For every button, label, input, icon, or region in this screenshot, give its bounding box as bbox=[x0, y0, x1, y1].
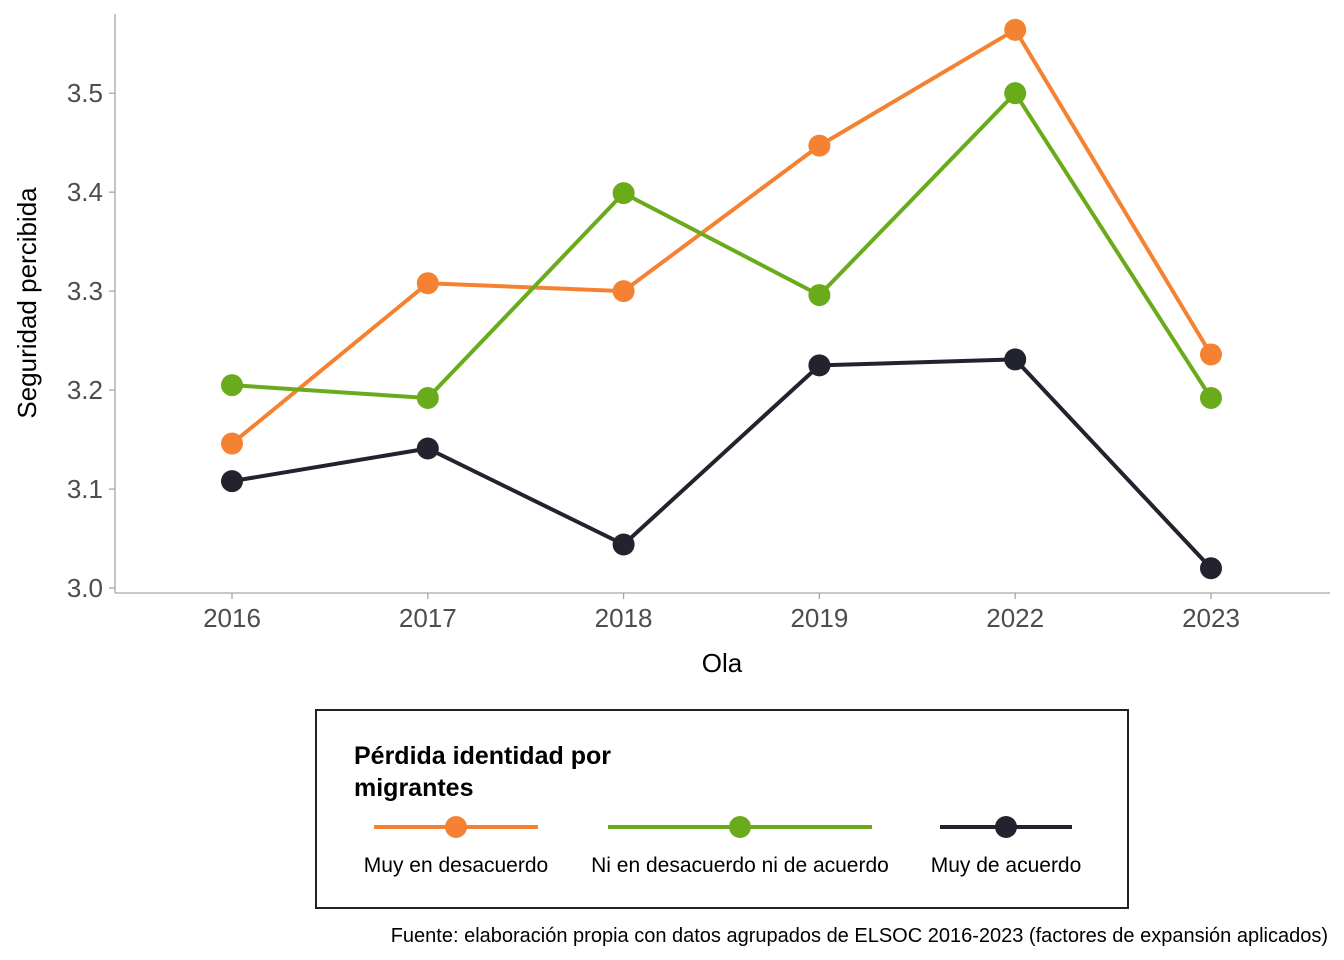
series-3-point bbox=[612, 533, 635, 556]
y-axis-title: Seguridad percibida bbox=[12, 187, 42, 419]
legend: Pérdida identidad por migrantes Muy en d… bbox=[315, 709, 1129, 909]
legend-label-1: Muy en desacuerdo bbox=[364, 854, 548, 877]
series-3-point bbox=[1004, 348, 1027, 371]
series-1-point bbox=[1004, 18, 1027, 41]
legend-key-point-3 bbox=[995, 816, 1017, 838]
series-group bbox=[221, 18, 1222, 580]
series-3-point bbox=[221, 470, 243, 493]
series-2-point bbox=[221, 374, 243, 397]
series-2-point bbox=[808, 284, 831, 307]
series-3-point bbox=[416, 437, 439, 460]
series-3-point bbox=[1200, 557, 1222, 580]
legend-label-2: Ni en desacuerdo ni de acuerdo bbox=[591, 854, 889, 877]
x-tick-label: 2019 bbox=[790, 603, 848, 633]
series-3-point bbox=[808, 354, 831, 377]
y-axis-ticks: 3.0 3.1 3.2 3.3 3.4 3.5 bbox=[67, 78, 115, 603]
series-1-point bbox=[221, 432, 243, 455]
series-2-point bbox=[416, 387, 439, 410]
source-caption: Fuente: elaboración propia con datos agr… bbox=[391, 925, 1328, 947]
y-tick-label: 3.5 bbox=[67, 78, 103, 108]
axes: 3.03.13.23.33.43.5 2016 2017 2018 2019 2022 2… bbox=[12, 14, 1330, 678]
x-axis-ticks: 2016 2017 2018 2019 2022 2023 bbox=[203, 593, 1240, 633]
y-tick-label: 3.1 bbox=[67, 474, 103, 504]
series-1-point bbox=[416, 272, 439, 295]
y-tick-label: 3.4 bbox=[67, 177, 103, 207]
x-tick-label: 2016 bbox=[203, 603, 261, 633]
series-line-1 bbox=[230, 27, 1213, 446]
x-tick-label: 2023 bbox=[1182, 603, 1240, 633]
series-2-point bbox=[612, 182, 635, 205]
legend-key-point-1 bbox=[445, 816, 467, 838]
series-1-point bbox=[808, 134, 831, 157]
legend-label-3: Muy de acuerdo bbox=[931, 854, 1082, 877]
y-tick-label: 3.3 bbox=[67, 276, 103, 306]
y-tick-label: 3.2 bbox=[67, 375, 103, 405]
x-tick-label: 2017 bbox=[399, 603, 457, 633]
legend-title-line-1: Pérdida identidad por bbox=[354, 742, 611, 770]
x-tick-label: 2022 bbox=[986, 603, 1044, 633]
series-2-point bbox=[1004, 82, 1027, 105]
legend-items: Muy en desacuerdo Ni en desacuerdo ni de … bbox=[364, 816, 1082, 877]
series-line-3 bbox=[231, 357, 1213, 570]
series-1-point bbox=[612, 280, 635, 303]
series-1-point bbox=[1200, 343, 1222, 366]
x-axis-title: Ola bbox=[702, 648, 743, 678]
legend-title-line-2: migrantes bbox=[354, 774, 473, 802]
legend-key-point-2 bbox=[729, 816, 751, 838]
x-tick-label: 2018 bbox=[595, 603, 653, 633]
y-tick-label: 3.0 bbox=[67, 573, 103, 603]
series-2-point bbox=[1200, 387, 1222, 410]
series-line-2 bbox=[231, 91, 1213, 401]
legend-box bbox=[315, 709, 1129, 909]
